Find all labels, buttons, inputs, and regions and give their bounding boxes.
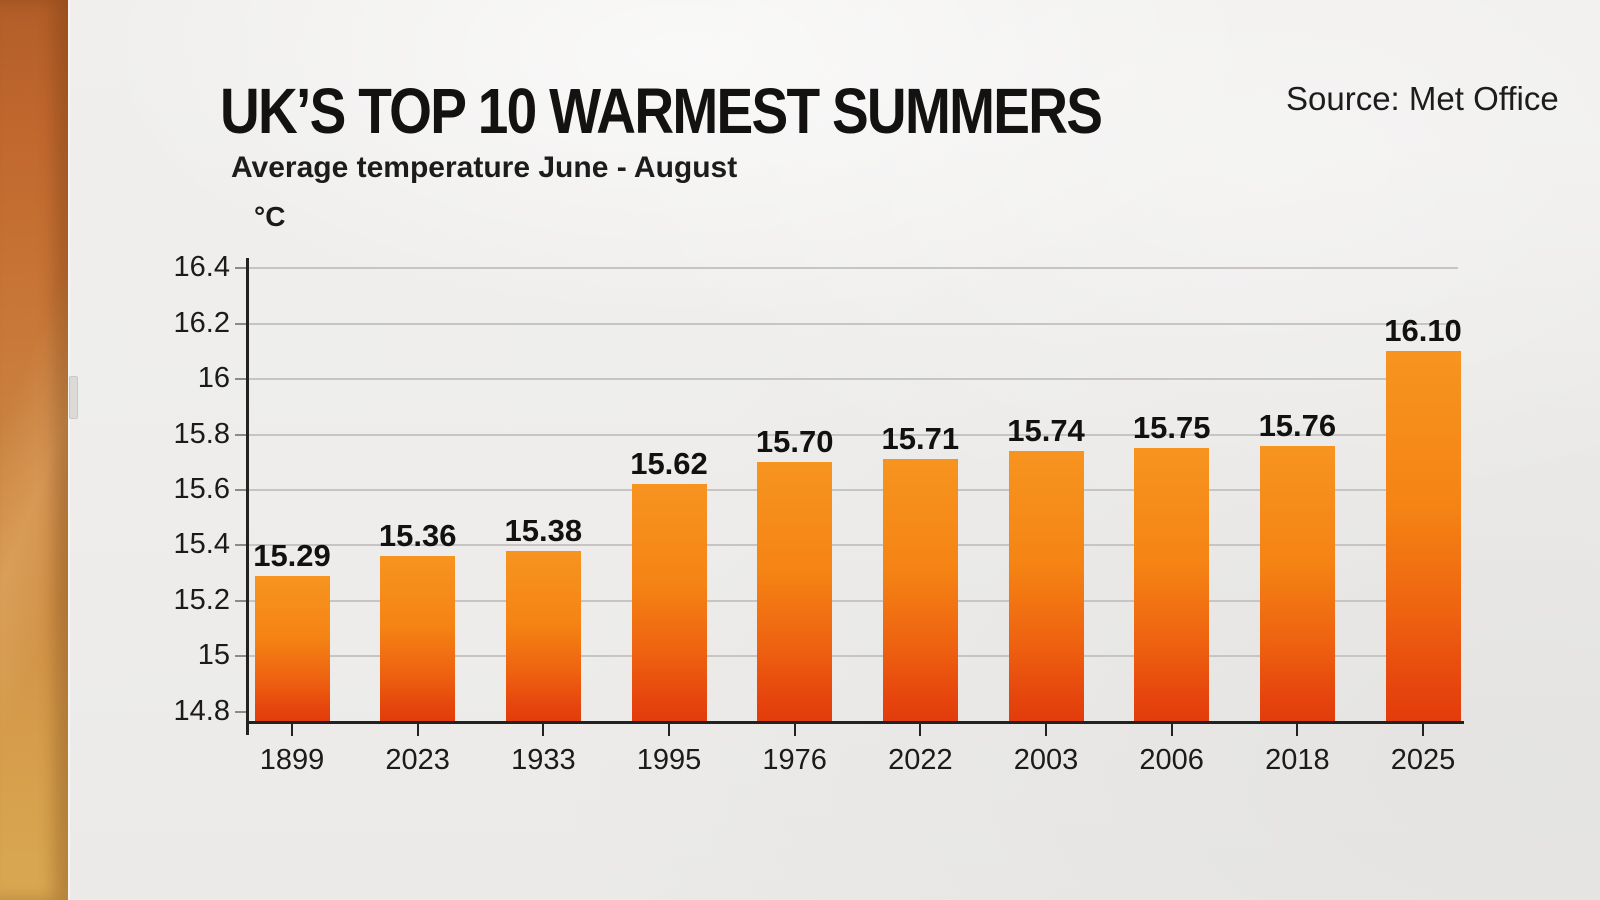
bar-2025 — [1385, 351, 1461, 721]
bar-value-label-2025: 16.10 — [1384, 313, 1462, 349]
bar-1933 — [505, 550, 581, 721]
page-subtitle: Average temperature June - August — [231, 151, 738, 184]
bar-value-label-1976: 15.70 — [755, 424, 834, 460]
bar-2023 — [380, 556, 456, 721]
y-axis-tick-16.2 — [235, 322, 246, 325]
y-axis-tick-15.4 — [235, 544, 246, 547]
x-axis-label-1933: 1933 — [511, 744, 576, 776]
bar-value-label-2006: 15.75 — [1132, 410, 1211, 446]
x-axis-tick-1995 — [668, 723, 670, 736]
y-axis-tick-15.2 — [235, 599, 246, 602]
y-axis-tick-16 — [235, 378, 246, 381]
y-axis-tick-15.8 — [235, 433, 246, 436]
bar-value-label-2018: 15.76 — [1258, 407, 1337, 443]
x-axis-label-1976: 1976 — [762, 744, 827, 776]
y-axis-tick-15.6 — [235, 488, 246, 491]
bar-value-label-2023: 15.36 — [378, 518, 457, 554]
bar-2022 — [882, 459, 958, 721]
gridline-15 — [248, 655, 1458, 658]
x-axis-tick-1933 — [542, 723, 545, 736]
y-axis-label-16.2: 16.2 — [173, 306, 230, 339]
y-axis-label-15.8: 15.8 — [173, 417, 230, 450]
gridline-15.4 — [248, 544, 1458, 547]
y-axis-line — [246, 258, 249, 735]
y-axis-label-15.6: 15.6 — [173, 472, 230, 505]
y-axis-label-15.2: 15.2 — [173, 583, 230, 616]
x-axis-tick-2006 — [1170, 723, 1173, 736]
y-axis-unit-label: °C — [254, 201, 286, 232]
gridline-15.6 — [248, 488, 1458, 491]
x-axis-tick-2023 — [416, 723, 419, 736]
y-axis-label-16.4: 16.4 — [173, 251, 230, 284]
y-axis-tick-14.8 — [235, 710, 246, 713]
bar-value-label-1899: 15.29 — [253, 537, 331, 573]
x-axis-label-2018: 2018 — [1265, 744, 1330, 776]
y-axis-tick-15 — [235, 655, 246, 658]
x-axis-tick-2018 — [1296, 723, 1299, 736]
y-axis-tick-16.4 — [235, 267, 246, 270]
x-axis-label-2006: 2006 — [1139, 744, 1204, 776]
bar-1976 — [757, 462, 833, 721]
x-axis-label-1995: 1995 — [636, 744, 702, 776]
x-axis-tick-2022 — [919, 723, 922, 736]
source-label: Source: Met Office — [1286, 80, 1559, 117]
edge-handle — [69, 376, 78, 419]
x-axis-label-2003: 2003 — [1013, 744, 1079, 776]
bar-2003 — [1008, 451, 1084, 721]
bar-2006 — [1134, 448, 1210, 721]
chart-panel: UK’S TOP 10 WARMEST SUMMERS Average temp… — [68, 0, 1600, 900]
x-axis-label-1899: 1899 — [259, 744, 325, 776]
bar-value-label-2022: 15.71 — [881, 421, 960, 457]
gridline-15.8 — [248, 433, 1458, 436]
x-axis-tick-2003 — [1045, 723, 1048, 736]
x-axis-label-2025: 2025 — [1390, 744, 1456, 776]
x-axis-tick-1899 — [291, 723, 293, 736]
gridline-15.2 — [248, 599, 1458, 602]
x-axis-line — [246, 721, 1464, 724]
y-axis-label-15.4: 15.4 — [173, 528, 230, 561]
x-axis-tick-2025 — [1422, 723, 1425, 736]
left-orange-strip — [0, 0, 68, 900]
page-title: UK’S TOP 10 WARMEST SUMMERS — [220, 75, 1103, 147]
y-axis-label-14.8: 14.8 — [173, 694, 230, 727]
bar-value-label-1995: 15.62 — [630, 446, 708, 482]
bar-2018 — [1259, 445, 1335, 721]
bar-value-label-2003: 15.74 — [1007, 413, 1085, 449]
x-axis-label-2022: 2022 — [888, 744, 953, 776]
gridline-16.4 — [248, 267, 1458, 270]
bar-value-label-1933: 15.38 — [504, 512, 583, 548]
bar-1995 — [631, 484, 707, 721]
y-axis-label-16: 16 — [197, 362, 230, 395]
x-axis-tick-1976 — [793, 723, 796, 736]
gridline-16 — [248, 378, 1458, 381]
bar-1899 — [254, 575, 330, 721]
gridline-16.2 — [248, 322, 1458, 325]
x-axis-label-2023: 2023 — [385, 744, 450, 776]
y-axis-label-15: 15 — [197, 639, 230, 672]
